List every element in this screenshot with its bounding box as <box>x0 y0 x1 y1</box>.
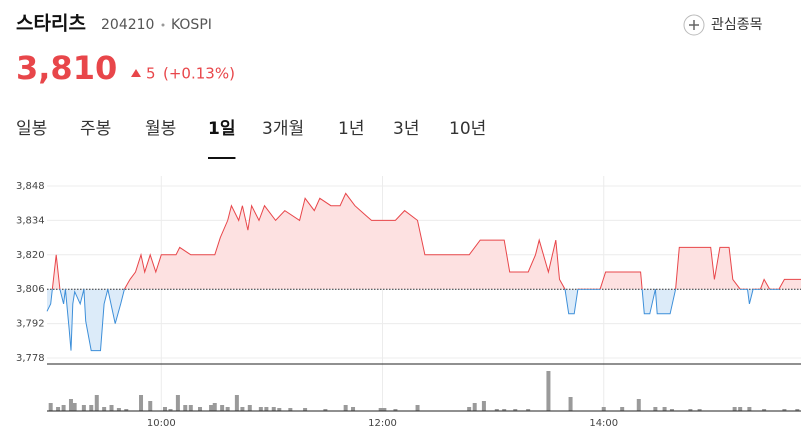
tabs: 일봉 주봉 월봉 1일 3개월 1년 3년 10년 <box>16 119 486 159</box>
tab[interactable]: 월봉 <box>145 119 176 139</box>
volume-bar <box>662 407 667 411</box>
volume-bar <box>303 408 308 411</box>
volume-bar <box>494 409 499 411</box>
volume-bar <box>209 405 214 411</box>
volume-bar <box>148 401 153 411</box>
volume-bar <box>247 405 252 411</box>
volume-bar <box>72 403 77 411</box>
price-area <box>47 193 801 351</box>
volume-bar <box>502 409 507 411</box>
watch-label: 관심종목 <box>711 17 763 33</box>
volume-bar <box>61 405 66 411</box>
volume-bar <box>94 395 99 411</box>
volume-bar <box>102 407 107 411</box>
volume-bar <box>258 407 263 411</box>
plus-icon <box>689 20 699 30</box>
y-tick-label: 3,848 <box>16 181 45 192</box>
volume-bar <box>795 409 800 411</box>
y-tick-label: 3,792 <box>16 319 45 330</box>
tab[interactable]: 10년 <box>449 119 486 139</box>
volume-bar <box>732 407 737 411</box>
volume-bar <box>225 407 230 411</box>
change: 5 <box>146 65 156 83</box>
volume-bar <box>697 409 702 411</box>
volume-bar <box>162 407 167 411</box>
volume-bar <box>782 409 787 411</box>
active-underline <box>208 157 236 159</box>
volume-bar <box>48 403 53 411</box>
volume-bar <box>762 409 767 411</box>
y-tick-label: 3,806 <box>16 284 45 295</box>
volume-bar <box>277 408 282 411</box>
volume-bar <box>56 407 61 411</box>
volume-bar <box>636 399 641 411</box>
volume-bar <box>653 407 658 411</box>
volume-bar <box>68 399 73 411</box>
volume-bar <box>526 409 531 411</box>
volume-bar <box>747 407 752 411</box>
tab[interactable]: 주봉 <box>80 119 111 139</box>
y-tick-label: 3,834 <box>16 215 45 226</box>
stock-name: 스타리츠 <box>16 13 86 35</box>
volume-bar <box>139 395 144 411</box>
volume-bar <box>240 407 245 411</box>
watch-button[interactable]: 관심종목 <box>683 14 763 36</box>
volume-bar <box>323 409 328 411</box>
volume-bar <box>264 407 269 411</box>
volume-bar <box>183 405 188 411</box>
tab[interactable]: 일봉 <box>16 119 47 139</box>
volume-bar <box>109 405 114 411</box>
volume-bar <box>288 408 293 411</box>
volume-bar <box>568 397 573 411</box>
volume-bar <box>89 405 94 411</box>
change-percent: (+0.13%) <box>163 65 235 83</box>
volume-bar <box>198 407 203 411</box>
volume-bar <box>601 407 606 411</box>
volume-bar <box>382 408 387 411</box>
volume-bar <box>188 405 193 411</box>
up-arrow <box>131 69 141 77</box>
volume-bar <box>620 407 625 411</box>
tab[interactable]: 1일 <box>208 119 235 139</box>
x-tick-label: 12:00 <box>368 418 397 429</box>
price-line <box>46 192 801 352</box>
tab[interactable]: 3년 <box>393 119 419 139</box>
separator <box>161 23 165 27</box>
volume-bar <box>175 395 180 411</box>
price: 3,810 <box>16 49 117 87</box>
market: KOSPI <box>171 17 212 33</box>
volume-bar <box>481 401 486 411</box>
volume-bar <box>81 405 86 411</box>
volume-bar <box>351 407 356 411</box>
volume-bar <box>415 405 420 411</box>
volume-bar <box>513 409 518 411</box>
y-tick-label: 3,778 <box>16 353 45 364</box>
volume-bar <box>124 409 129 411</box>
volume-bar <box>738 407 743 411</box>
volume-bar <box>669 409 674 411</box>
volume-bar <box>343 405 348 411</box>
volume-bar <box>472 403 477 411</box>
volume-bar <box>378 408 383 411</box>
chart: 3,778 3,792 3,806 3,820 3,834 3,848 10:00 12:00… <box>16 176 801 429</box>
volume-bar <box>467 407 472 411</box>
volume-bar <box>688 409 693 411</box>
tab[interactable]: 3개월 <box>262 119 304 139</box>
x-tick-label: 14:00 <box>589 418 618 429</box>
volume-bar <box>234 395 239 411</box>
volume-bar <box>212 403 217 411</box>
y-tick-label: 3,820 <box>16 250 45 261</box>
stock-code: 204210 <box>101 17 154 33</box>
volume-bar <box>271 407 276 411</box>
volume-bar <box>393 409 398 411</box>
volume-bar <box>168 409 173 411</box>
volume-bar <box>116 408 121 411</box>
volume-bar <box>220 405 225 411</box>
volume-bar <box>546 371 551 411</box>
x-tick-label: 10:00 <box>147 418 176 429</box>
tab[interactable]: 1년 <box>338 119 364 139</box>
